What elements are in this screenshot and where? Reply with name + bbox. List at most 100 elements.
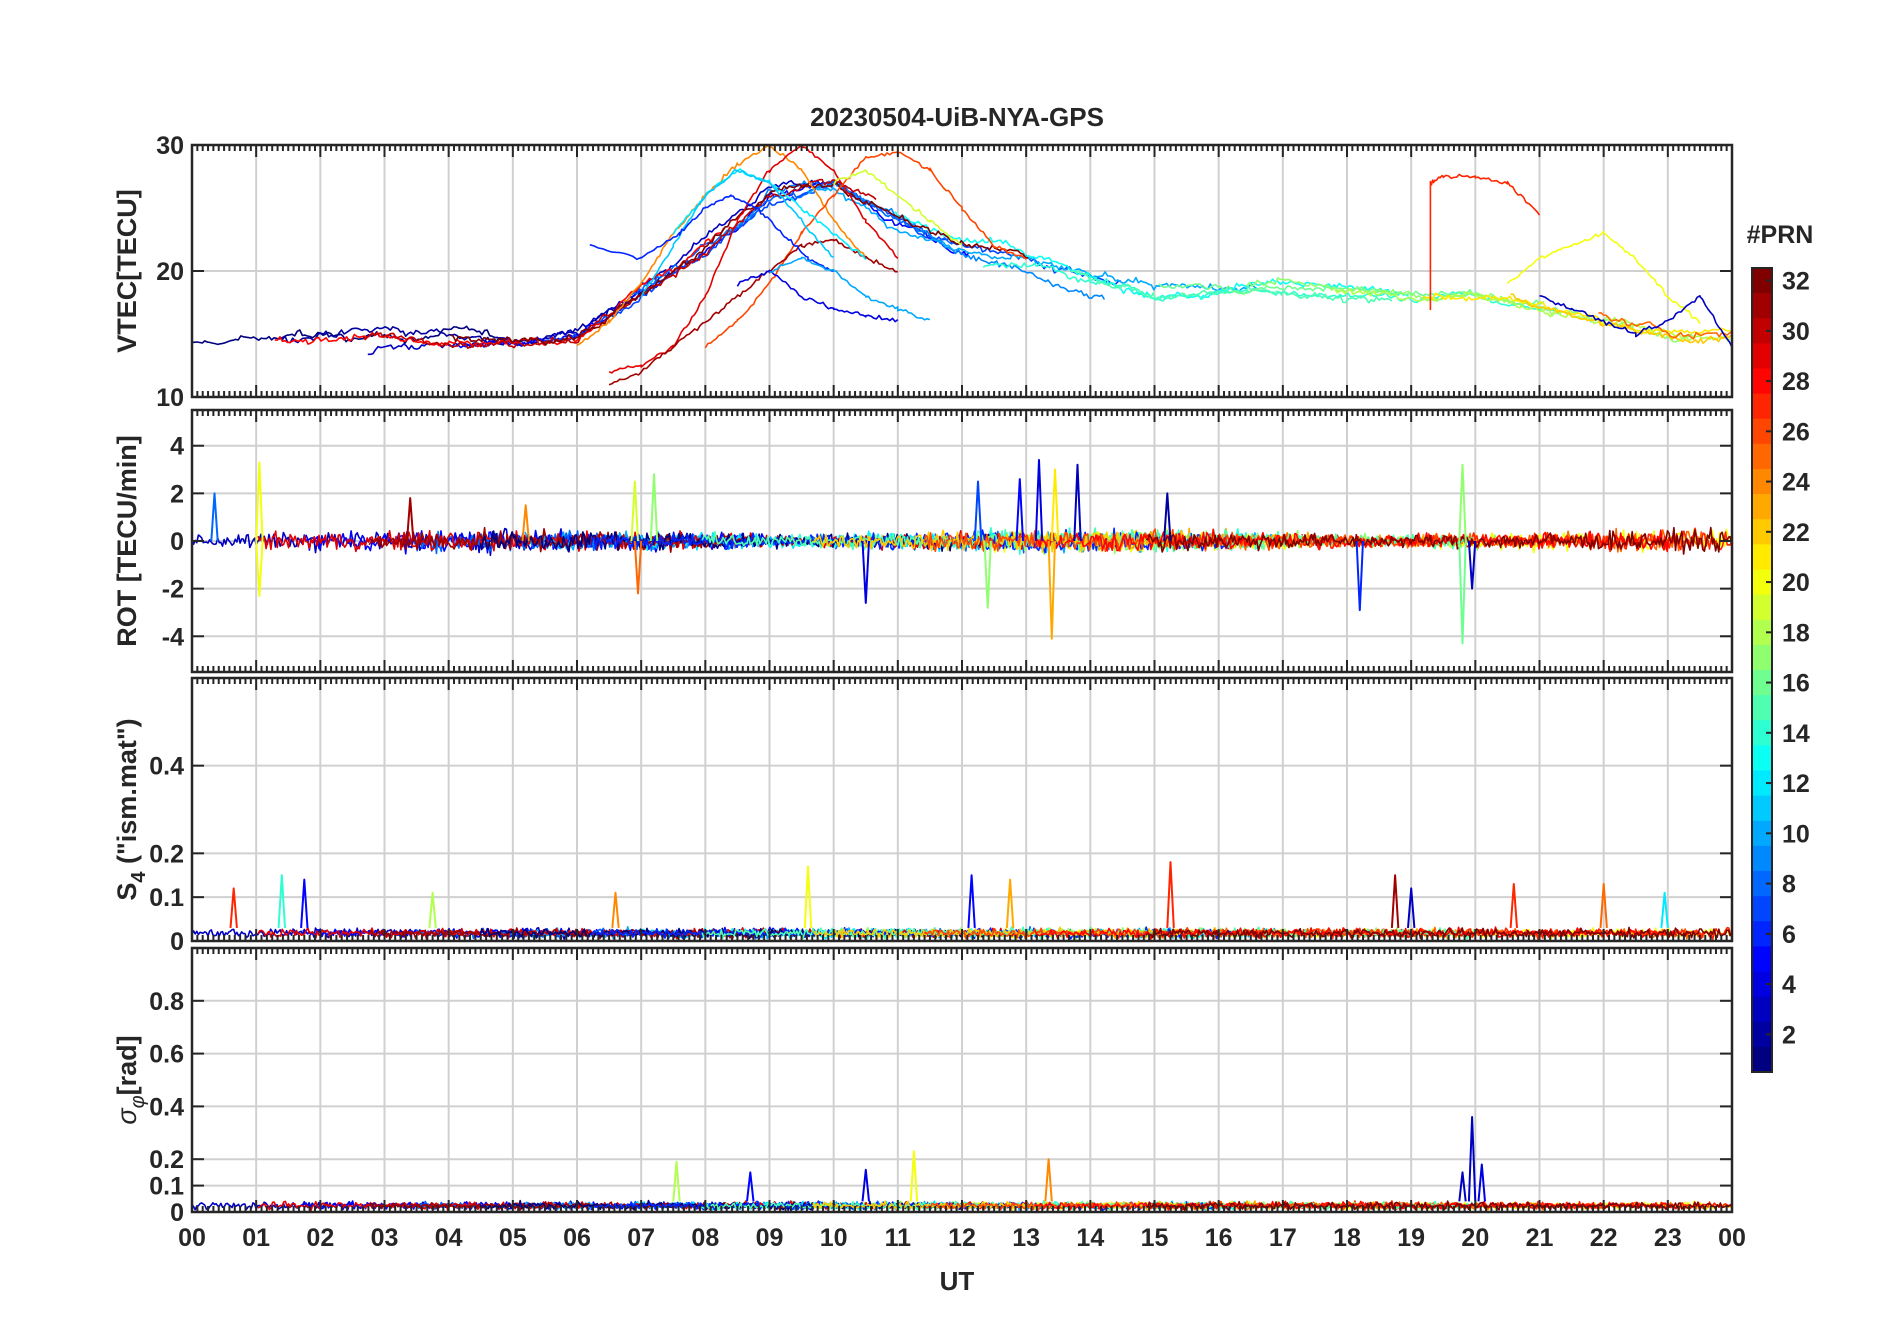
y-label-subscript: 4: [128, 871, 150, 883]
y-tick-label: 30: [156, 132, 184, 160]
rot-trace-prn-32: [1145, 526, 1732, 555]
vtec-series-prn-10: [769, 256, 931, 321]
colorbar-tick-label: 22: [1782, 519, 1810, 547]
vtec-trace-prn-2: [279, 275, 663, 346]
colorbar-swatch-prn-2: [1752, 1021, 1772, 1048]
sigma_phi-spike: [861, 1168, 870, 1202]
colorbar-swatch-prn-20: [1752, 569, 1772, 596]
rot-spike: [1458, 463, 1467, 542]
rot-spike: [1034, 459, 1044, 542]
colorbar-swatch-prn-1: [1752, 1046, 1772, 1073]
sigma_phi-spike: [672, 1160, 681, 1202]
s4-spike: [803, 865, 813, 928]
colorbar-swatch-prn-28: [1752, 368, 1772, 395]
colorbar-tick-label: 12: [1782, 770, 1810, 798]
colorbar-swatch-prn-5: [1752, 946, 1772, 973]
x-tick-label: 00: [1718, 1224, 1746, 1252]
s4-spike: [300, 878, 309, 928]
s4-spike: [277, 874, 286, 928]
x-tick-label: 07: [627, 1224, 655, 1252]
rot-spike: [521, 504, 530, 542]
x-tick-label: 12: [948, 1224, 976, 1252]
colorbar-tick-label: 26: [1782, 418, 1810, 446]
vtec-trace-prn-32: [450, 182, 1029, 346]
s4-spike: [229, 887, 238, 928]
y-tick-label: 20: [156, 258, 184, 286]
colorbar-swatch-prn-12: [1752, 770, 1772, 797]
s4-spike: [1509, 883, 1518, 928]
s4-spike: [1660, 891, 1669, 928]
y-tick-label: 0.2: [149, 840, 184, 868]
x-tick-label: 15: [1141, 1224, 1169, 1252]
vtec-trace-prn-9: [719, 180, 1106, 300]
rot-spike: [1163, 492, 1172, 542]
rot-spike: [633, 540, 643, 595]
x-tick-label: 14: [1076, 1224, 1104, 1252]
colorbar-swatch-prn-32: [1752, 268, 1772, 294]
vtec-trace-prn-21: [1422, 292, 1731, 334]
colorbar-tick-label: 28: [1782, 368, 1810, 396]
y-tick-label: -2: [162, 576, 184, 604]
y-axis-label: σφ[rad]: [112, 1035, 149, 1124]
x-tick-label: 18: [1333, 1224, 1361, 1252]
colorbar-swatch-prn-19: [1752, 594, 1772, 621]
s4-spike: [428, 891, 437, 928]
panel-vtec: 10 20 30 VTEC[TECU]: [112, 132, 1734, 412]
vtec-trace-prn-15: [1071, 270, 1393, 304]
colorbar-swatch-prn-13: [1752, 745, 1772, 772]
x-tick-labels: 00 01 02 03 04 05 06 07 08 09 10 11 12 13 14 15 16 17 18 19…: [178, 1224, 1746, 1252]
colorbar-swatch-prn-25: [1752, 443, 1772, 470]
x-tick-label: 03: [371, 1224, 399, 1252]
y-tick-label: 4: [170, 433, 184, 461]
grid: [192, 948, 1732, 1212]
vtec-trace-prn-10: [807, 186, 1257, 293]
colorbar-swatch-prn-21: [1752, 544, 1772, 571]
colorbar-tick-label: 4: [1782, 971, 1796, 999]
rot-spike: [630, 480, 639, 542]
colorbar-tick-label: 2: [1782, 1021, 1796, 1049]
colorbar-tick-label: 18: [1782, 619, 1810, 647]
colorbar-tick-label: 14: [1782, 720, 1810, 748]
colorbar-swatch-prn-30: [1752, 318, 1772, 344]
rot-spike: [649, 473, 659, 542]
y-label-sigma: σ: [112, 1107, 142, 1125]
x-tick-label: 22: [1590, 1224, 1618, 1252]
colorbar-tick-label: 24: [1782, 469, 1810, 497]
s4-spike: [1390, 874, 1400, 928]
colorbar-tick-label: 6: [1782, 921, 1796, 949]
rot-spike: [1073, 463, 1082, 542]
y-tick-label: 10: [156, 384, 184, 412]
colorbar-swatch-prn-29: [1752, 343, 1772, 370]
colorbar-swatch-prn-31: [1752, 293, 1772, 319]
y-label-rest: ("ism.mat"): [112, 718, 142, 871]
vtec-trace-prn-28: [274, 227, 725, 348]
plot-area: [192, 145, 1732, 386]
y-tick-label: 0.4: [149, 753, 184, 781]
sigma_phi-spike: [746, 1171, 755, 1202]
y-tick-label: -4: [162, 623, 184, 651]
x-ticks: [191, 410, 1733, 672]
y-tick-label: 0.4: [149, 1093, 184, 1121]
rot-spike: [406, 497, 415, 542]
panel-rot: -4 -2 0 2 4 ROT [TECU/min]: [112, 408, 1734, 674]
x-tick-label: 01: [242, 1224, 270, 1252]
y-ticks: 10 20 30: [156, 132, 1732, 412]
y-label-rest: [rad]: [112, 1035, 142, 1095]
x-tick-label: 16: [1205, 1224, 1233, 1252]
vtec-series-prn-3: [1539, 295, 1732, 348]
colorbar-swatch-prn-14: [1752, 720, 1772, 746]
colorbar-tick-label: 30: [1782, 318, 1810, 346]
plot-area: [192, 459, 1732, 645]
rot-spike: [973, 480, 983, 542]
colorbar-swatch-prn-23: [1752, 494, 1772, 520]
s4-spike: [1599, 883, 1608, 928]
vtec-trace-prn-22: [1510, 293, 1732, 344]
colorbar-tick-label: 32: [1782, 268, 1810, 296]
colorbar-swatch-prn-24: [1752, 469, 1772, 495]
y-label-subscript: φ: [127, 1095, 149, 1108]
rot-spike: [861, 540, 870, 604]
vtec-series-prn-4: [736, 269, 899, 323]
colorbar-swatch-prn-18: [1752, 619, 1772, 646]
rot-spike: [1047, 540, 1056, 640]
